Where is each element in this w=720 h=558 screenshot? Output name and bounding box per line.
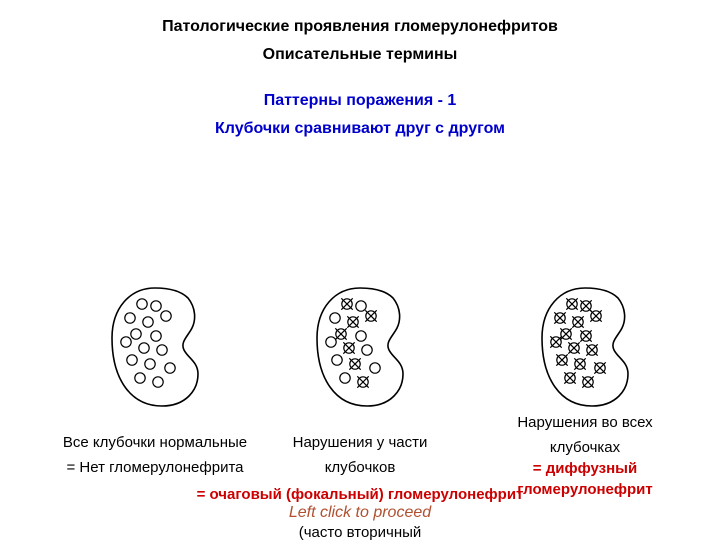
kidney-focal-icon — [305, 278, 415, 418]
panels-row: Все клубочки нормальные = Нет гломерулон… — [0, 278, 720, 558]
left-caption-2: = Нет гломерулонефрита — [40, 457, 270, 478]
panel-right: Нарушения во всех клубочках = диффузный … — [470, 278, 700, 418]
page-subtitle: Описательные термины — [0, 46, 720, 64]
left-caption-1: Все клубочки нормальные — [40, 432, 270, 453]
right-red-1: = диффузный — [470, 458, 700, 479]
pattern-title: Паттерны поражения - 1 — [0, 92, 720, 110]
page-title: Патологические проявления гломерулонефри… — [0, 18, 720, 36]
focal-label: = очаговый (фокальный) гломерулонефрит — [170, 486, 550, 503]
kidney-normal-icon — [100, 278, 210, 418]
panel-mid: Нарушения у части клубочков — [245, 278, 475, 418]
panel-left: Все клубочки нормальные = Нет гломерулон… — [40, 278, 270, 418]
proceed-hint: Left click to proceed — [0, 504, 720, 522]
often-label: (часто вторичный — [245, 524, 475, 541]
mid-caption-2: клубочков — [245, 457, 475, 478]
pattern-subtitle: Клубочки сравнивают друг с другом — [0, 120, 720, 138]
kidney-diffuse-icon — [530, 278, 640, 418]
right-caption-2: клубочках — [470, 437, 700, 458]
mid-caption-1: Нарушения у части — [245, 432, 475, 453]
right-caption-1: Нарушения во всех — [470, 412, 700, 433]
